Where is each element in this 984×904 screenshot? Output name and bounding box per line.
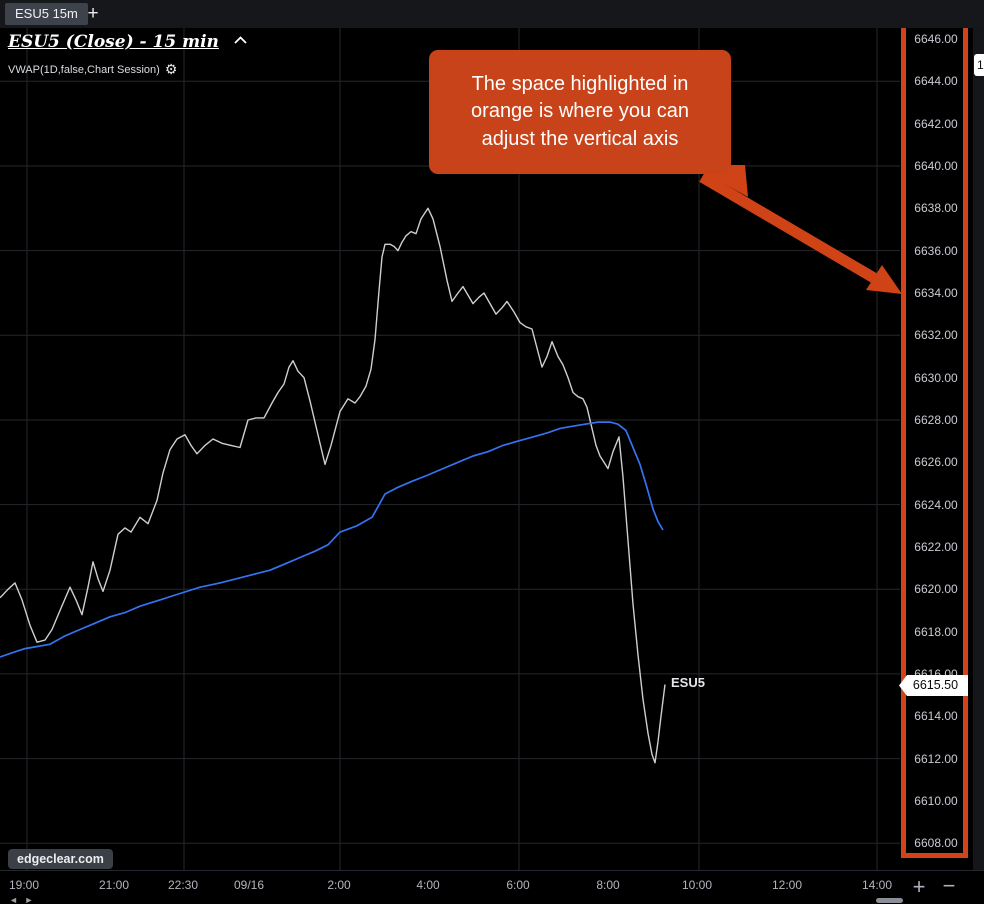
tab-bar: ESU5 15m + xyxy=(0,0,984,28)
zoom-in-button[interactable]: + xyxy=(912,874,926,899)
price-tick-label: 6614.00 xyxy=(914,709,958,724)
price-axis-outer-strip xyxy=(973,28,984,870)
price-axis[interactable]: 6646.00 6644.00 6642.00 6640.00 6638.00 6636.… xyxy=(900,28,984,870)
time-tick-label: 12:00 xyxy=(771,878,803,892)
pager-right-icon[interactable]: ► xyxy=(24,895,36,904)
time-tick-label: 2:00 xyxy=(327,878,351,892)
price-tick-label: 6618.00 xyxy=(914,624,958,639)
price-tick-label: 6640.00 xyxy=(914,158,958,173)
price-tick-label: 6610.00 xyxy=(914,793,958,808)
series-price-label: ESU5 xyxy=(671,675,705,690)
price-tick-label: 6636.00 xyxy=(914,243,958,258)
series-vwap xyxy=(0,421,664,658)
zoom-out-button[interactable]: − xyxy=(942,873,956,898)
time-tick-label: 6:00 xyxy=(506,878,530,892)
indicator-row[interactable]: VWAP(1D,false,Chart Session) ⚙ xyxy=(8,61,248,78)
time-axis[interactable]: ◄ ► + − 19:00 21:00 22:30 09/16 2:00 4:00 6:00… xyxy=(0,870,984,904)
price-tick-label: 6628.00 xyxy=(914,412,958,427)
time-tick-label: 19:00 xyxy=(8,878,40,892)
price-tick-label: 6632.00 xyxy=(914,328,958,343)
scroll-pager-arrows[interactable]: ◄ ► xyxy=(9,895,35,904)
price-tick-label: 6630.00 xyxy=(914,370,958,385)
indicator-label: VWAP(1D,false,Chart Session) xyxy=(8,64,160,76)
series-esu5-close xyxy=(0,207,666,764)
last-price-badge: 6615.50 xyxy=(899,675,968,696)
tab-symbol[interactable]: ESU5 15m xyxy=(5,3,88,25)
chevron-up-icon[interactable] xyxy=(233,32,248,50)
price-tick-label: 6608.00 xyxy=(914,836,958,851)
clipped-axis-label: 1 xyxy=(974,54,984,76)
time-tick-label: 09/16 xyxy=(233,878,265,892)
price-tick-label: 6638.00 xyxy=(914,201,958,216)
time-axis-scrollbar[interactable] xyxy=(876,898,903,903)
time-tick-label: 8:00 xyxy=(596,878,620,892)
price-tick-label: 6622.00 xyxy=(914,539,958,554)
time-tick-label: 22:30 xyxy=(167,878,199,892)
chart-plot-area[interactable] xyxy=(0,0,900,870)
chart-title[interactable]: ESU5 (Close) - 15 min xyxy=(8,32,219,52)
time-tick-label: 10:00 xyxy=(681,878,713,892)
price-tick-label: 6634.00 xyxy=(914,285,958,300)
annotation-text: The space highlighted in orange is where… xyxy=(471,72,689,150)
price-tick-label: 6620.00 xyxy=(914,582,958,597)
annotation-callout: The space highlighted in orange is where… xyxy=(429,50,731,174)
time-tick-label: 4:00 xyxy=(416,878,440,892)
price-tick-label: 6626.00 xyxy=(914,455,958,470)
broker-watermark: edgeclear.com xyxy=(8,849,113,869)
price-tick-label: 6644.00 xyxy=(914,74,958,89)
price-tick-label: 6642.00 xyxy=(914,116,958,131)
gear-icon[interactable]: ⚙ xyxy=(164,61,178,77)
time-tick-label: 14:00 xyxy=(861,878,893,892)
chart-legend: ESU5 (Close) - 15 min VWAP(1D,false,Char… xyxy=(8,32,248,78)
add-tab-button[interactable]: + xyxy=(87,3,99,24)
time-tick-label: 21:00 xyxy=(98,878,130,892)
price-tick-label: 6624.00 xyxy=(914,497,958,512)
price-tick-label: 6646.00 xyxy=(914,32,958,46)
price-tick-label: 6612.00 xyxy=(914,751,958,766)
pager-left-icon[interactable]: ◄ xyxy=(9,895,20,904)
